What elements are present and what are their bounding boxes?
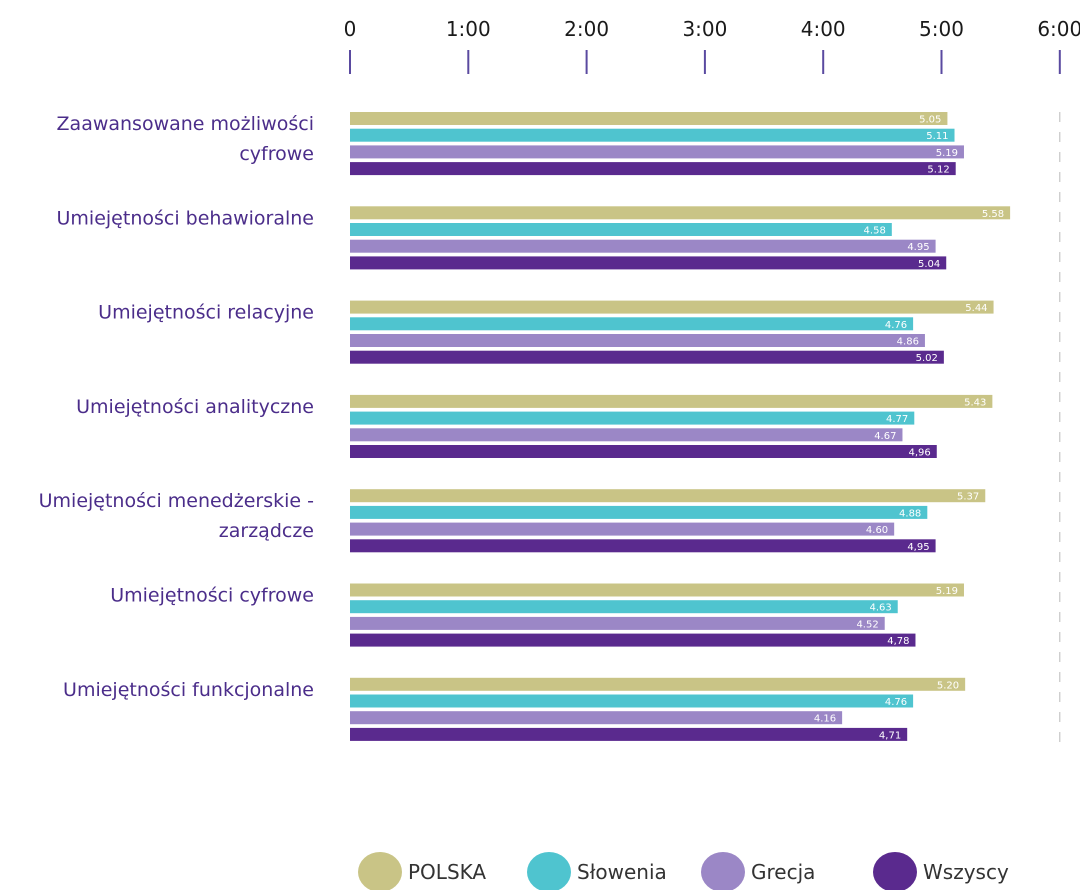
bar-polska bbox=[350, 583, 964, 597]
bar-value-label: 4,96 bbox=[909, 448, 931, 459]
bar-grecja bbox=[350, 616, 885, 630]
bar-wszyscy bbox=[350, 633, 916, 647]
bar-polska bbox=[350, 394, 993, 408]
bar-polska bbox=[350, 677, 966, 691]
bar-grecja bbox=[350, 711, 843, 725]
bar-value-label: 4.52 bbox=[856, 619, 878, 630]
bar-grecja bbox=[350, 334, 925, 347]
category-label: Umiejętności menedżerskie - bbox=[39, 490, 314, 512]
x-tick-label: 1:00 bbox=[446, 17, 491, 41]
bar-value-label: 4.77 bbox=[886, 414, 908, 425]
bar-wszyscy bbox=[350, 162, 956, 176]
bar-value-label: 4.76 bbox=[885, 320, 907, 331]
bar-grecja bbox=[350, 239, 936, 253]
category-label: Umiejętności relacyjne bbox=[98, 302, 314, 324]
bar-value-label: 4.16 bbox=[814, 714, 836, 725]
bar-value-label: 5.12 bbox=[927, 165, 949, 176]
legend-swatch-polska bbox=[358, 852, 402, 890]
bar-wszyscy bbox=[350, 350, 944, 364]
x-tick-label: 2:00 bbox=[564, 17, 609, 41]
bar-value-label: 4,71 bbox=[879, 730, 901, 741]
bar-value-label: 4,78 bbox=[887, 636, 909, 647]
bar-grecja bbox=[350, 522, 895, 536]
bar-value-label: 5.19 bbox=[936, 148, 958, 159]
bar-value-label: 5.19 bbox=[936, 586, 958, 597]
bar-słowenia bbox=[350, 694, 914, 708]
legend-swatch-wszyscy bbox=[873, 852, 917, 890]
legend-label: Grecja bbox=[751, 860, 815, 884]
bar-słowenia bbox=[350, 505, 928, 519]
bar-wszyscy bbox=[350, 445, 937, 458]
bar-polska bbox=[350, 206, 1011, 220]
x-tick-label: 4:00 bbox=[801, 17, 846, 41]
x-tick-label: 6:00 bbox=[1037, 17, 1080, 41]
bar-value-label: 4.76 bbox=[885, 697, 907, 708]
bar-polska bbox=[350, 112, 948, 125]
bar-słowenia bbox=[350, 600, 898, 614]
category-label: Umiejętności behawioralne bbox=[57, 207, 314, 229]
x-tick-label: 0 bbox=[344, 17, 357, 41]
bar-value-label: 4.95 bbox=[907, 242, 929, 253]
bar-value-label: 5.02 bbox=[916, 353, 938, 364]
legend-swatch-słowenia bbox=[527, 852, 571, 890]
bar-value-label: 4.67 bbox=[874, 431, 896, 442]
category-label: Umiejętności funkcjonalne bbox=[63, 679, 314, 701]
x-tick-label: 3:00 bbox=[682, 17, 727, 41]
bar-słowenia bbox=[350, 128, 955, 142]
bar-value-label: 5.20 bbox=[937, 680, 959, 691]
category-label: Umiejętności cyfrowe bbox=[110, 585, 314, 607]
legend-label: Słowenia bbox=[577, 860, 667, 884]
legend-label: POLSKA bbox=[408, 860, 486, 884]
category-label: cyfrowe bbox=[239, 143, 314, 165]
bar-grecja bbox=[350, 145, 964, 159]
bar-polska bbox=[350, 489, 986, 503]
category-label: Umiejętności analityczne bbox=[76, 396, 314, 418]
bar-value-label: 5.43 bbox=[964, 397, 986, 408]
bar-polska bbox=[350, 300, 994, 314]
bar-wszyscy bbox=[350, 256, 947, 270]
bar-value-label: 4,95 bbox=[907, 542, 929, 553]
category-label: Zaawansowane możliwości bbox=[57, 113, 314, 135]
category-label: zarządcze bbox=[219, 520, 314, 542]
bar-słowenia bbox=[350, 223, 892, 236]
legend-swatch-grecja bbox=[701, 852, 745, 890]
bar-value-label: 4.63 bbox=[869, 603, 891, 614]
legend-label: Wszyscy bbox=[923, 860, 1009, 884]
bar-value-label: 5.04 bbox=[918, 259, 940, 270]
bar-value-label: 4.86 bbox=[897, 337, 919, 348]
bar-grecja bbox=[350, 428, 903, 442]
bar-value-label: 5.44 bbox=[965, 303, 987, 314]
bar-value-label: 5.11 bbox=[926, 131, 948, 142]
bar-value-label: 4.58 bbox=[864, 226, 886, 237]
bar-value-label: 5.37 bbox=[957, 492, 979, 503]
bar-słowenia bbox=[350, 411, 915, 425]
bar-value-label: 4.88 bbox=[899, 508, 921, 519]
bar-value-label: 5.58 bbox=[982, 209, 1004, 220]
bar-value-label: 5.05 bbox=[919, 115, 941, 126]
bar-wszyscy bbox=[350, 539, 936, 553]
x-tick-label: 5:00 bbox=[919, 17, 964, 41]
bar-słowenia bbox=[350, 317, 914, 331]
bar-value-label: 4.60 bbox=[866, 525, 888, 536]
bar-wszyscy bbox=[350, 727, 908, 741]
